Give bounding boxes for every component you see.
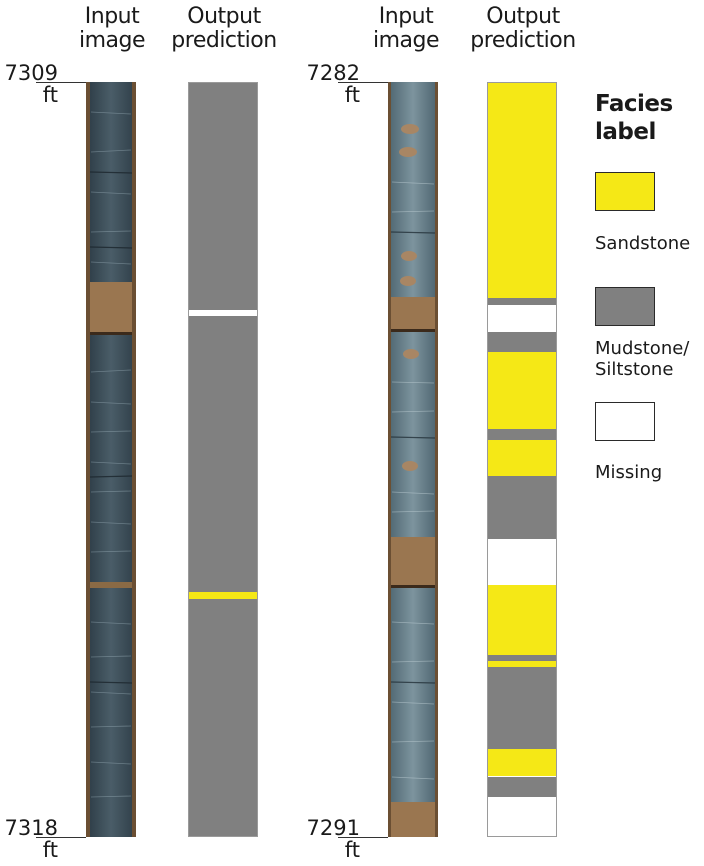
facies-interval-mudstone <box>488 298 556 306</box>
header-line: Input <box>84 4 140 29</box>
facies-interval-sandstone <box>488 585 556 655</box>
header-line: Input <box>378 4 434 29</box>
facies-interval-sandstone <box>488 83 556 299</box>
facies-interval-missing <box>488 796 556 836</box>
depth-unit: ft <box>42 838 58 862</box>
core1-image-graphic <box>86 82 136 837</box>
core1-top-depth: 7309 ft <box>0 62 58 106</box>
legend-swatch-sandstone <box>595 172 655 211</box>
depth-unit: ft <box>42 83 58 107</box>
legend-title-line: Facies <box>595 91 673 117</box>
legend-label-mudstone: Mudstone/ Siltstone <box>595 338 689 380</box>
core1-input-header: Input image <box>70 5 154 53</box>
core2-bottom-tick <box>338 837 388 838</box>
facies-interval-sandstone <box>488 351 556 429</box>
core2-top-tick <box>338 82 388 83</box>
legend-swatch-mudstone <box>595 287 655 326</box>
facies-interval-mudstone <box>488 667 556 750</box>
core1-bottom-depth: 7318 ft <box>0 817 58 861</box>
header-line: image <box>372 28 440 53</box>
facies-interval-sandstone <box>488 439 556 477</box>
facies-interval-mudstone <box>189 316 257 593</box>
facies-interval-mudstone <box>488 428 556 440</box>
facies-interval-sandstone <box>189 592 257 599</box>
core2-output-header: Output prediction <box>462 5 584 53</box>
legend-label-line: Mudstone/ <box>595 338 690 359</box>
legend-title-line: label <box>595 119 656 145</box>
core2-input-header: Input image <box>364 5 448 53</box>
header-line: Output <box>486 4 560 29</box>
facies-interval-mudstone <box>488 776 556 797</box>
depth-unit: ft <box>344 838 360 862</box>
depth-value: 7309 <box>4 61 58 85</box>
facies-interval-sandstone <box>488 661 556 668</box>
facies-interval-missing <box>488 538 556 586</box>
legend-title: Facies label <box>595 90 673 146</box>
legend-label-missing: Missing <box>595 462 662 483</box>
facies-interval-mudstone <box>488 332 556 352</box>
header-line: prediction <box>470 28 576 53</box>
legend-label-line: Sandstone <box>595 233 691 254</box>
core1-bottom-tick <box>36 837 86 838</box>
facies-interval-missing <box>189 309 257 317</box>
legend-label-line: Missing <box>595 462 663 483</box>
core1-input-image <box>86 82 136 837</box>
facies-interval-sandstone <box>488 749 556 777</box>
legend-swatch-missing <box>595 402 655 441</box>
core1-top-tick <box>36 82 86 83</box>
legend-label-sandstone: Sandstone <box>595 233 690 254</box>
facies-interval-mudstone <box>488 476 556 539</box>
depth-value: 7318 <box>4 816 58 840</box>
core2-input-image <box>388 82 438 837</box>
header-line: prediction <box>171 28 277 53</box>
depth-value: 7291 <box>306 816 360 840</box>
depth-unit: ft <box>344 83 360 107</box>
core2-image-graphic <box>388 82 438 837</box>
core2-bottom-depth: 7291 ft <box>300 817 360 861</box>
core2-prediction-strip <box>487 82 557 837</box>
depth-value: 7282 <box>306 61 360 85</box>
core2-top-depth: 7282 ft <box>300 62 360 106</box>
facies-interval-mudstone <box>488 654 556 662</box>
header-line: Output <box>187 4 261 29</box>
core1-output-header: Output prediction <box>163 5 285 53</box>
core1-prediction-strip <box>188 82 258 837</box>
facies-interval-mudstone <box>189 598 257 836</box>
facies-interval-mudstone <box>189 83 257 310</box>
header-line: image <box>78 28 146 53</box>
facies-interval-missing <box>488 305 556 333</box>
legend-label-line: Siltstone <box>595 359 674 380</box>
